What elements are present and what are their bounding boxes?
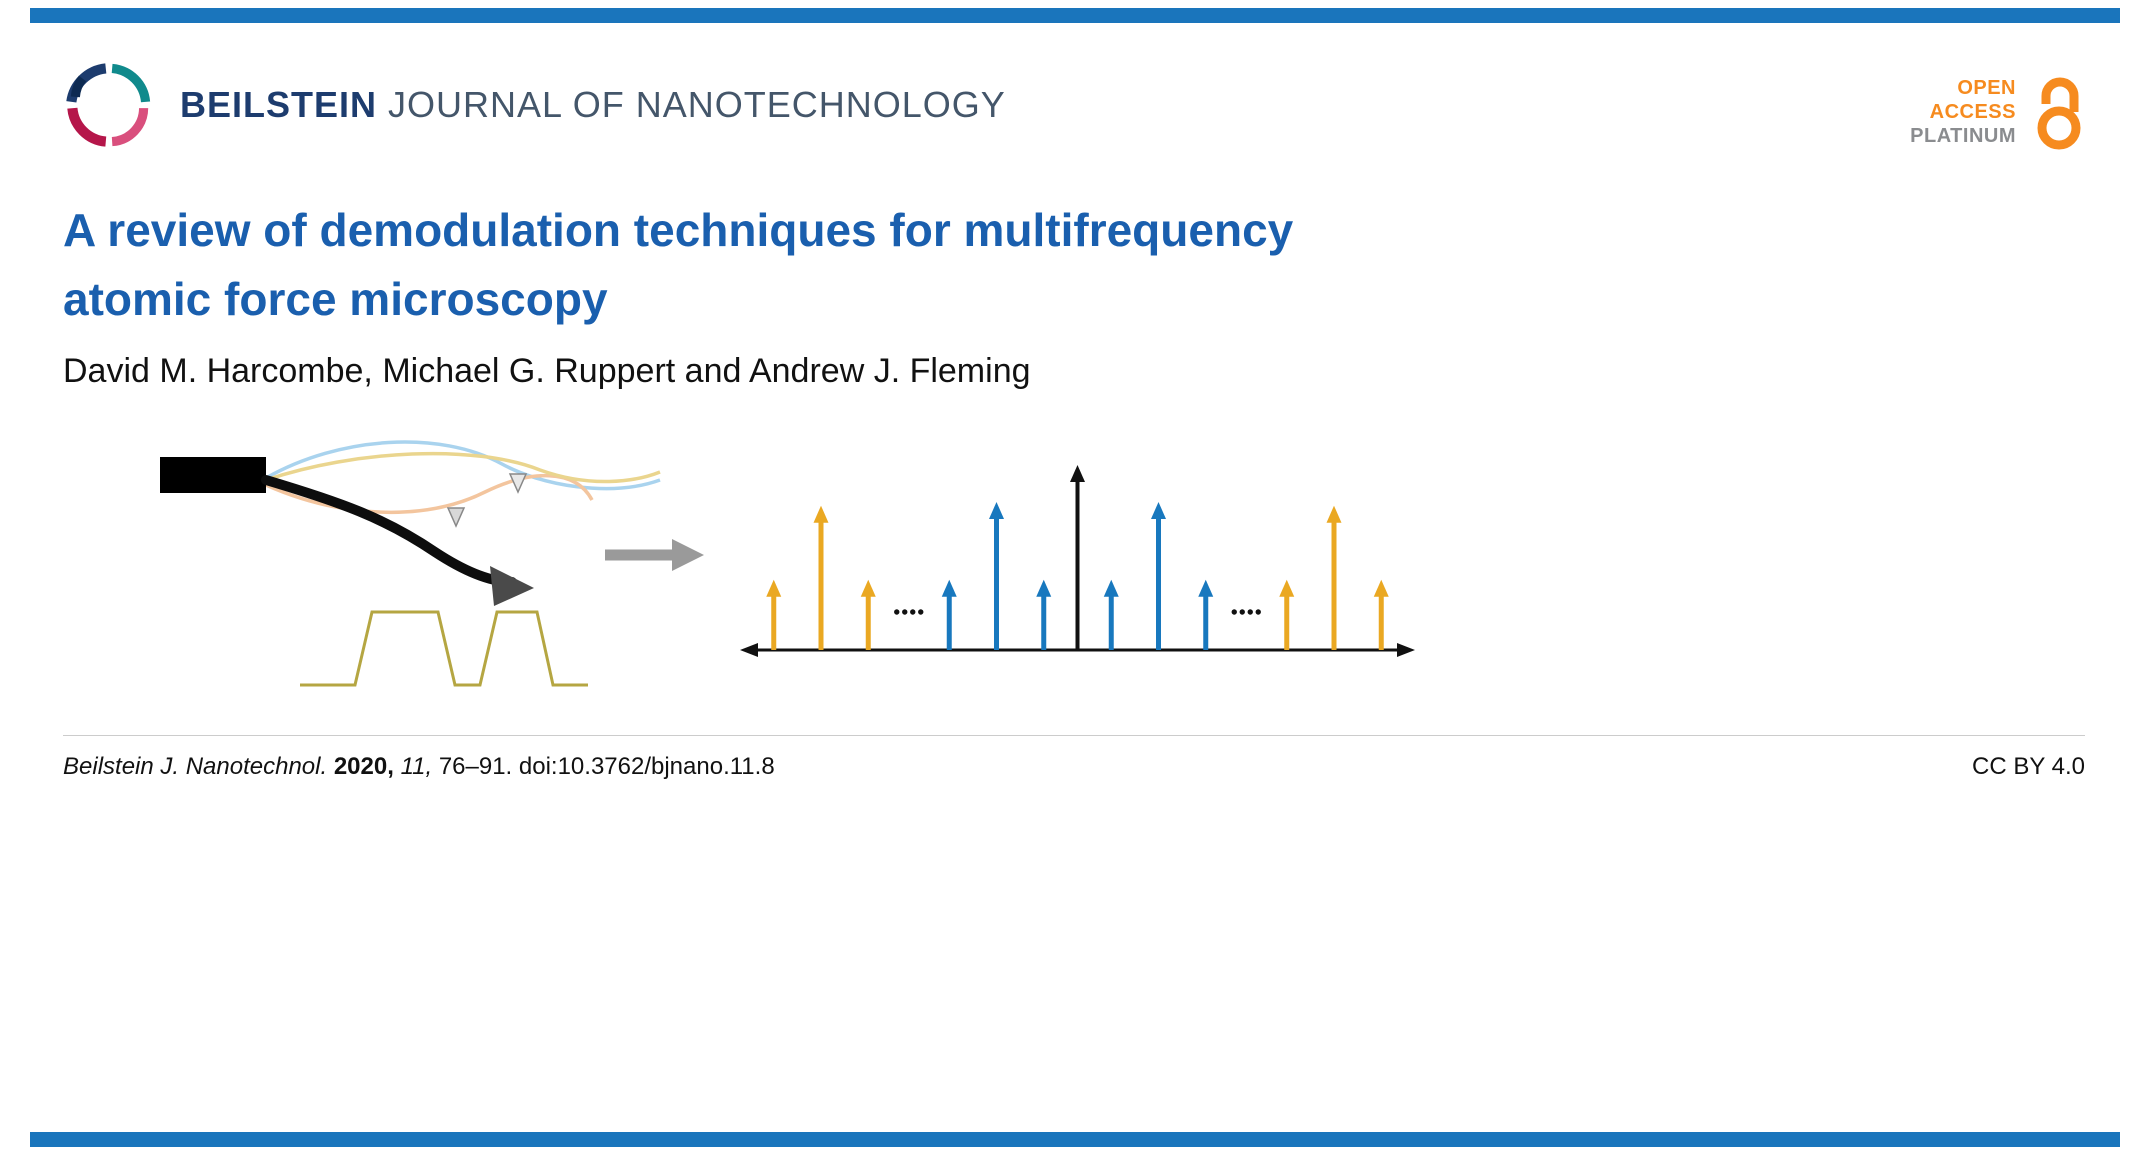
graphical-abstract-figure <box>0 430 2150 730</box>
open-access-text: OPEN ACCESS PLATINUM <box>1910 76 2016 147</box>
spectrum-stem-arrowhead <box>860 579 876 597</box>
axis-arrowhead-right <box>1397 643 1415 657</box>
license-label: CC BY 4.0 <box>1972 753 2085 780</box>
open-access-line3: PLATINUM <box>1910 124 2016 147</box>
citation-pages-doi: 76–91. doi:10.3762/bjnano.11.8 <box>438 753 775 780</box>
mode-tip-triangle <box>508 473 528 494</box>
open-access-lock-icon <box>2037 77 2081 150</box>
spectrum-stem-arrowhead <box>1103 579 1119 597</box>
citation: Beilstein J. Nanotechnol. 2020, 11, 76–9… <box>63 753 775 781</box>
spectrum-stem-arrowhead <box>941 579 957 597</box>
mode-curve-blue <box>265 440 661 491</box>
ellipsis-dot <box>902 609 908 615</box>
journal-wordmark-rest: JOURNAL OF NANOTECHNOLOGY <box>377 84 1006 125</box>
citation-year: 2020, <box>333 753 401 780</box>
spectrum-stem-arrowhead <box>766 579 782 597</box>
spectrum-stem-arrowhead <box>1279 579 1295 597</box>
mode-curve-yellow <box>265 451 661 484</box>
axis-arrowhead-left <box>740 643 758 657</box>
ellipsis-dot <box>1247 609 1253 615</box>
article-authors: David M. Harcombe, Michael G. Ruppert an… <box>63 352 1031 390</box>
spectrum-plot <box>740 465 1415 657</box>
ellipsis-dot <box>894 609 900 615</box>
spectrum-stem-arrowhead <box>1373 579 1389 597</box>
spectrum-stem-arrowhead <box>1036 579 1052 597</box>
spectrum-stem-arrowhead <box>989 502 1004 519</box>
citation-journal: Beilstein J. Nanotechnol. <box>63 753 334 780</box>
surface-profile <box>300 610 588 687</box>
spectrum-stem-arrowhead <box>1070 465 1085 482</box>
open-access-line2: ACCESS <box>1929 100 2016 123</box>
bottom-accent-bar <box>30 1132 2120 1147</box>
footer-divider <box>63 735 2085 736</box>
journal-wordmark: BEILSTEIN JOURNAL OF NANOTECHNOLOGY <box>180 84 1006 126</box>
mode-tip-triangle <box>446 507 466 528</box>
transform-arrow-icon <box>672 539 704 571</box>
cantilever-beam <box>261 475 517 587</box>
cantilever-tip <box>490 566 534 606</box>
open-access-badge: OPEN ACCESS PLATINUM <box>1910 72 2090 152</box>
ellipsis-dot <box>1231 609 1237 615</box>
cantilever-illustration <box>160 440 704 687</box>
beilstein-logo-icon <box>66 63 151 147</box>
spectrum-stem-arrowhead <box>813 505 829 523</box>
spectrum-stem-arrowhead <box>1198 579 1214 597</box>
ellipsis-dot <box>918 609 924 615</box>
spectrum-stem-arrowhead <box>1151 502 1166 519</box>
journal-wordmark-bold: BEILSTEIN <box>180 84 378 125</box>
cantilever-holder <box>160 457 266 493</box>
open-access-line1: OPEN <box>1957 76 2016 99</box>
ellipsis-dot <box>1239 609 1245 615</box>
top-accent-bar <box>30 8 2120 23</box>
ellipsis-dot <box>1255 609 1261 615</box>
ellipsis-dot <box>910 609 916 615</box>
article-title: A review of demodulation techniques for … <box>63 204 1294 325</box>
spectrum-stem-arrowhead <box>1326 505 1342 523</box>
citation-volume: 11, <box>400 753 439 780</box>
